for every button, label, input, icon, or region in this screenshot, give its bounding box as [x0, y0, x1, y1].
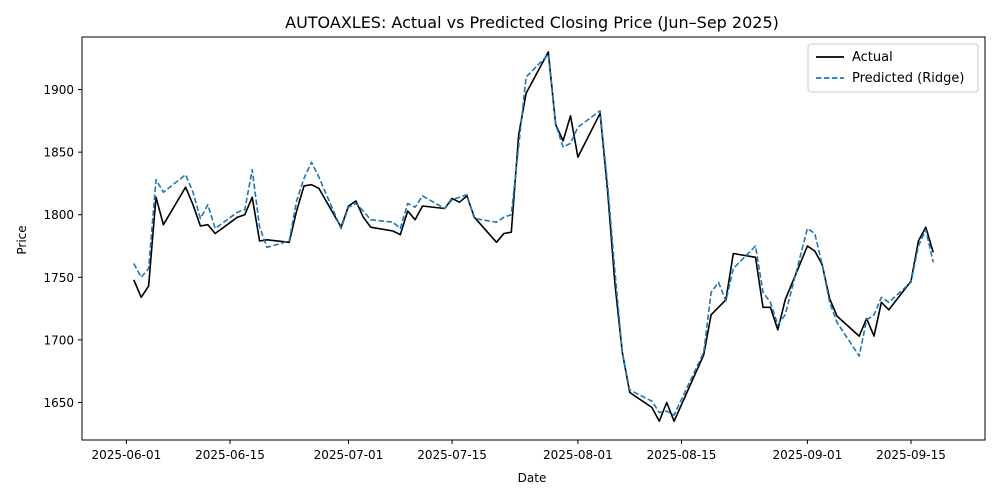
series-line-predicted: [133, 53, 934, 416]
y-tick-label: 1700: [43, 333, 74, 347]
y-tick-label: 1850: [43, 146, 74, 160]
y-axis-ticks: 1650 1700 1750 1800 1850 1900: [43, 83, 82, 410]
y-tick-label: 1900: [43, 83, 74, 97]
chart-title: AUTOAXLES: Actual vs Predicted Closing P…: [285, 13, 779, 32]
y-tick-label: 1650: [43, 396, 74, 410]
legend: Actual Predicted (Ridge): [807, 43, 979, 93]
legend-label-predicted: Predicted (Ridge): [852, 71, 964, 86]
x-tick-label: 2025-06-01: [92, 448, 162, 462]
legend-box: [807, 43, 979, 93]
x-tick-label: 2025-09-15: [876, 448, 946, 462]
x-tick-label: 2025-07-15: [417, 448, 487, 462]
x-tick-label: 2025-08-01: [543, 448, 613, 462]
y-tick-label: 1800: [43, 208, 74, 222]
series-line-actual: [133, 51, 934, 422]
x-axis-label: Date: [518, 471, 547, 485]
x-axis-ticks: 2025-06-01 2025-06-15 2025-07-01 2025-07-15…: [92, 440, 946, 462]
y-axis-label: Price: [15, 225, 29, 254]
legend-label-actual: Actual: [852, 50, 893, 65]
x-tick-label: 2025-09-01: [772, 448, 842, 462]
y-tick-label: 1750: [43, 271, 74, 285]
x-tick-label: 2025-08-15: [647, 448, 717, 462]
x-tick-label: 2025-06-15: [195, 448, 265, 462]
plot-series: [133, 51, 934, 422]
plot-frame: [81, 36, 986, 441]
x-tick-label: 2025-07-01: [314, 448, 384, 462]
